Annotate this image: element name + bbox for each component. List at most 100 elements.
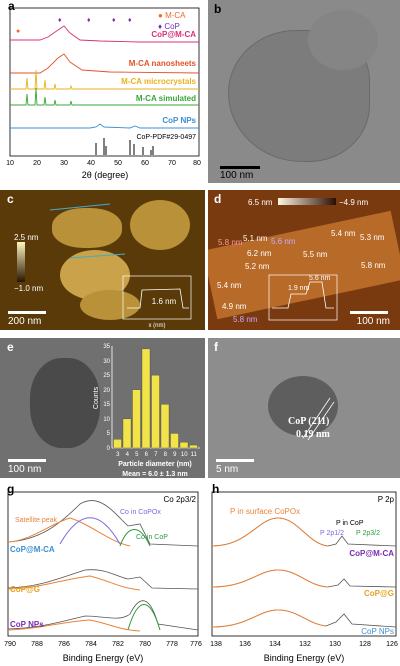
- hrtem-annotation-spacing: 0.19 nm: [296, 429, 330, 440]
- afm-d-height-labels: 5.8 nm 5.1 nm 5.6 nm 5.4 nm 5.3 nm 6.2 n…: [217, 229, 386, 324]
- xps-co-annotation-copox: Co in CoPOx: [120, 509, 161, 516]
- afm-colorbar-top: 2.5 nm: [14, 233, 39, 242]
- svg-text:50: 50: [114, 160, 122, 167]
- histogram-x-ticks: 3 4 5 6 7 8 9 10 11: [116, 452, 197, 458]
- afm-d-colorbar-right: −4.9 nm: [339, 198, 368, 207]
- svg-text:138: 138: [210, 641, 222, 648]
- xps-p-frame: [211, 491, 397, 637]
- xps-co-x-label: Binding Energy (eV): [63, 653, 144, 663]
- xrd-curve-cop-mca: [10, 25, 199, 43]
- panel-a-xrd: ● ♦ ♦ ♦ ♦ ● M-CA ♦ CoP CoP@M-CA M-CA nan…: [0, 0, 205, 183]
- svg-text:780: 780: [139, 641, 151, 648]
- svg-text:776: 776: [190, 641, 202, 648]
- svg-text:6.2 nm: 6.2 nm: [247, 249, 272, 258]
- xps-p-annotation-p12: P 2p1/2: [320, 530, 344, 537]
- afm-overlay: 2.5 nm −1.0 nm 1.6 nm x (nm): [14, 203, 192, 329]
- histogram: 0 5 10 15 20 25 30 35 Counts 3 4 5 6 7 8 9 10 11…: [93, 344, 200, 478]
- svg-text:40: 40: [87, 160, 95, 167]
- svg-text:5.6 nm: 5.6 nm: [271, 237, 296, 246]
- afm-d-colorbar-left: 6.5 nm: [248, 198, 273, 207]
- xrd-marker-mca: ●: [16, 28, 20, 35]
- svg-text:5.3 nm: 5.3 nm: [360, 233, 385, 242]
- svg-text:778: 778: [166, 641, 178, 648]
- hrtem-overlay: [302, 397, 335, 441]
- hrtem-annotation-plane: CoP (211): [288, 416, 330, 427]
- xps-p-annotation-cop: P in CoP: [336, 520, 364, 527]
- histogram-bar: [160, 404, 170, 449]
- svg-text:30: 30: [103, 359, 110, 365]
- histogram-x-tick: 11: [191, 452, 198, 458]
- xrd-label-pdf: CoP-PDF#29-0497: [136, 134, 196, 141]
- panel-label-f: f: [214, 340, 218, 354]
- xps-co-chart: Co 2p3/2 Satellite peak Co in CoPOx Co i…: [4, 491, 202, 663]
- afm-nanosheet: [80, 290, 140, 320]
- svg-text:788: 788: [31, 641, 43, 648]
- svg-text:10: 10: [6, 160, 14, 167]
- histogram-bars: [113, 348, 198, 449]
- afm-profile-line: [69, 253, 126, 259]
- xrd-curve-mca-microcrystals: [10, 69, 199, 90]
- histogram-x-tick: 6: [145, 452, 149, 458]
- scale-bar: [216, 459, 254, 462]
- histogram-x-tick: 3: [116, 452, 120, 458]
- xrd-pdf-reference-lines: [95, 138, 154, 155]
- xps-p-x-ticks: 138 136 134 132 130 128 126: [210, 641, 398, 648]
- svg-text:25: 25: [103, 373, 110, 379]
- scale-bar-label: 5 nm: [216, 464, 239, 475]
- lattice-marker: [302, 397, 331, 439]
- panel-g-xps: Co 2p3/2 Satellite peak Co in CoPOx Co i…: [0, 484, 205, 666]
- tem-nanosheet: [308, 10, 378, 70]
- histogram-x-tick: 8: [164, 452, 168, 458]
- histogram-x-tick: 4: [126, 452, 130, 458]
- histogram-bar: [141, 348, 151, 449]
- afm-nanosheet: [130, 200, 190, 250]
- afm-inset-profile: [127, 288, 189, 309]
- svg-text:784: 784: [85, 641, 97, 648]
- panel-h-xps: P 2p P in surface CoPOx P in CoP P 2p1/2…: [208, 484, 400, 666]
- xps-p-sample-label: CoP@G: [364, 589, 394, 598]
- panel-label-c: c: [7, 192, 14, 206]
- xrd-curve-mca-simulated: [10, 87, 199, 106]
- histogram-x-tick: 7: [154, 452, 158, 458]
- svg-text:0: 0: [107, 446, 111, 452]
- histogram-bar: [122, 418, 132, 449]
- svg-text:30: 30: [60, 160, 68, 167]
- svg-text:5.2 nm: 5.2 nm: [245, 262, 270, 271]
- afm-d-inset-profile: [272, 281, 334, 309]
- xps-p-sample-label: CoP NPs: [361, 627, 394, 636]
- histogram-y-ticks: 0 5 10 15 20 25 30 35: [103, 344, 110, 452]
- scale-bar-label: 100 nm: [356, 316, 390, 327]
- afm-profile-line: [49, 203, 111, 211]
- histogram-bar: [132, 389, 141, 449]
- panel-label-e: e: [7, 340, 14, 354]
- xrd-x-ticks: 10 20 30 40 50 60 70 80: [6, 160, 201, 167]
- xrd-chart: ● ♦ ♦ ♦ ♦ ● M-CA ♦ CoP CoP@M-CA M-CA nan…: [6, 7, 201, 180]
- histogram-bar: [151, 374, 160, 449]
- histogram-mean: Mean = 6.0 ± 1.3 nm: [122, 471, 188, 478]
- xps-p-annotation-p32: P 2p3/2: [356, 530, 380, 537]
- xps-co-annotation-cop: Co in CoP: [136, 534, 168, 541]
- xps-p-x-label: Binding Energy (eV): [264, 653, 345, 663]
- svg-text:60: 60: [141, 160, 149, 167]
- panel-label-d: d: [214, 192, 222, 206]
- svg-text:70: 70: [168, 160, 176, 167]
- xps-co-title: Co 2p3/2: [164, 495, 197, 504]
- xrd-label-mca-nanosheets: M-CA nanosheets: [129, 59, 197, 68]
- xrd-curve-mca-nanosheets: [10, 53, 200, 74]
- panel-label-g: g: [7, 484, 15, 496]
- histogram-x-tick: 9: [173, 452, 177, 458]
- afm-d-overlay: 6.5 nm −4.9 nm 5.8 nm 5.1 nm 5.6 nm 5.4 …: [217, 198, 386, 324]
- svg-text:790: 790: [4, 641, 16, 648]
- svg-text:20: 20: [33, 160, 41, 167]
- xps-p-chart: P 2p P in surface CoPOx P in CoP P 2p1/2…: [210, 491, 398, 663]
- xps-co-sample-label: CoP NPs: [10, 620, 44, 629]
- xrd-x-axis-label: 2θ (degree): [82, 170, 129, 180]
- svg-text:128: 128: [359, 641, 371, 648]
- xps-co-sample-label: CoP@G: [10, 585, 40, 594]
- afm-colorbar: [17, 242, 25, 282]
- xps-p-title: P 2p: [378, 495, 395, 504]
- svg-text:5.8 nm: 5.8 nm: [233, 315, 258, 324]
- svg-text:130: 130: [329, 641, 341, 648]
- tem-particle-cluster: [30, 358, 100, 448]
- panel-c-afm: 2.5 nm −1.0 nm 1.6 nm x (nm) c 200 nm: [0, 190, 205, 330]
